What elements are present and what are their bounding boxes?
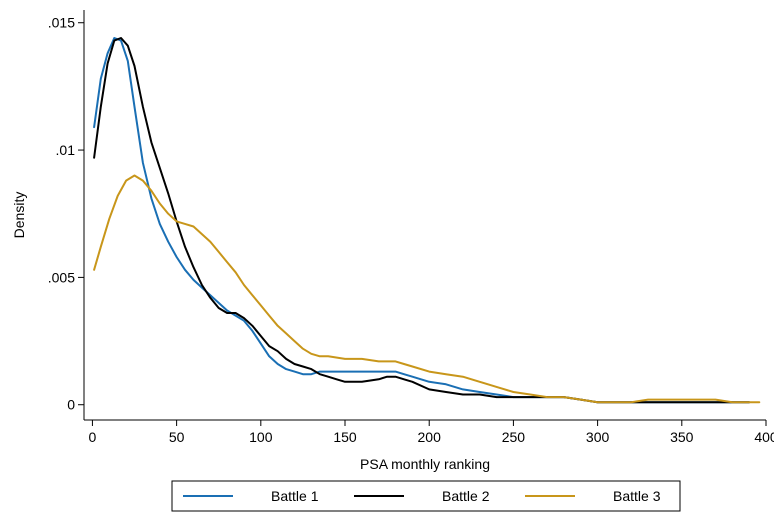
x-axis-label: PSA monthly ranking (360, 456, 490, 472)
y-tick-label: .015 (48, 15, 75, 31)
series-lines (93, 37, 761, 404)
y-tick-label: 0 (67, 397, 75, 413)
legend-box (171, 480, 681, 512)
x-tick-label: 50 (169, 429, 185, 445)
x-tick-label: 200 (418, 429, 442, 445)
x-tick-label: 150 (333, 429, 357, 445)
x-tick-label: 400 (754, 429, 774, 445)
y-tick-label: .01 (56, 142, 76, 158)
legend-label-battle-1: Battle 1 (271, 488, 319, 504)
x-tick-label: 250 (502, 429, 526, 445)
legend: Battle 1 Battle 2 Battle 3 (171, 480, 681, 512)
y-tick-label: .005 (48, 269, 75, 285)
x-tick-label: 350 (670, 429, 694, 445)
legend-label-battle-3: Battle 3 (613, 488, 661, 504)
x-tick-label: 0 (89, 429, 97, 445)
series-line-battle-3 (93, 174, 761, 404)
y-axis-ticks: 0 .005 .01 .015 (48, 15, 84, 413)
x-tick-label: 300 (586, 429, 610, 445)
x-tick-label: 100 (249, 429, 273, 445)
y-axis-label: Density (11, 192, 27, 239)
legend-label-battle-2: Battle 2 (442, 488, 490, 504)
x-axis-ticks: 0 50 100 150 200 250 300 350 400 (89, 420, 774, 445)
